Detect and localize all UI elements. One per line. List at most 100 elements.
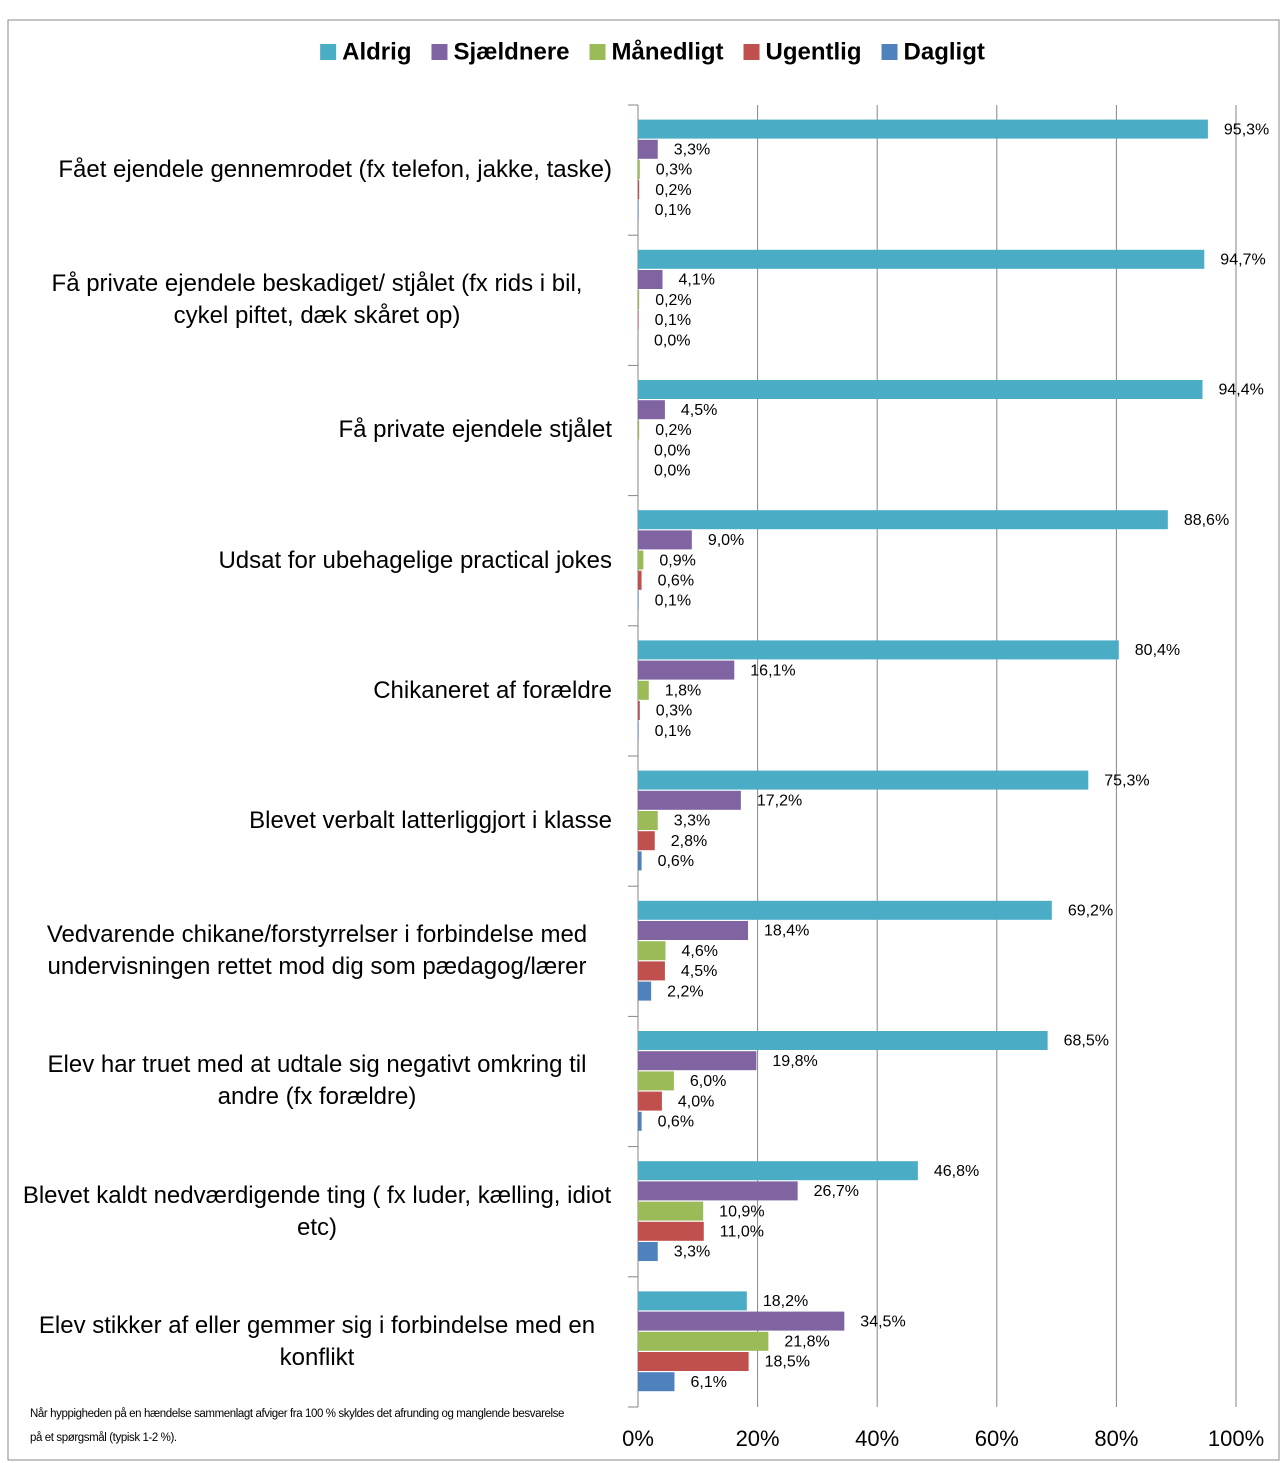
- bar: [638, 1221, 704, 1241]
- bar: [638, 530, 692, 550]
- bar: [638, 180, 640, 200]
- bar: [638, 310, 639, 330]
- footnote: Når hyppigheden på en hændelse sammenlag…: [30, 1408, 565, 1444]
- value-label: 6,1%: [690, 1374, 726, 1391]
- value-label: 0,0%: [654, 442, 690, 459]
- value-label: 34,5%: [860, 1313, 905, 1330]
- value-label: 69,2%: [1068, 903, 1113, 920]
- legend-item: Dagligt: [881, 38, 985, 65]
- legend-swatch: [881, 44, 898, 60]
- bar: [638, 1372, 675, 1392]
- bar: [638, 1331, 769, 1351]
- value-label: 0,1%: [655, 593, 691, 610]
- bar: [638, 510, 1168, 530]
- value-label: 0,9%: [659, 552, 695, 569]
- bar: [638, 550, 644, 570]
- bar: [638, 1111, 642, 1131]
- legend-swatch: [431, 44, 448, 60]
- value-label: 0,1%: [655, 312, 691, 329]
- value-label: 0,6%: [658, 573, 694, 590]
- legend-label: Ugentlig: [766, 38, 862, 65]
- category-label-box: Blevet kaldt nedværdigende ting ( fx lud…: [22, 1147, 612, 1277]
- value-label: 2,2%: [667, 983, 703, 1000]
- legend-item: Aldrig: [320, 38, 411, 65]
- value-label: 95,3%: [1224, 121, 1269, 138]
- x-tick-label: 0%: [622, 1426, 654, 1451]
- bar: [638, 1291, 747, 1311]
- category-label: Blevet verbalt latterliggjort i klasse: [249, 807, 612, 835]
- bar: [638, 921, 749, 940]
- x-tick-label: 100%: [1208, 1426, 1264, 1451]
- value-label: 2,8%: [671, 833, 707, 850]
- bar: [638, 290, 640, 310]
- value-label: 4,6%: [682, 943, 718, 960]
- bar: [638, 770, 1089, 790]
- value-label: 0,2%: [655, 292, 691, 309]
- value-label: 0,0%: [654, 463, 690, 480]
- value-label: 18,5%: [765, 1354, 810, 1371]
- category-label: Udsat for ubehagelige practical jokes: [218, 546, 612, 574]
- value-label: 0,1%: [655, 202, 691, 219]
- value-label: 0,0%: [654, 332, 690, 349]
- value-label: 11,0%: [720, 1224, 764, 1241]
- value-label: 0,6%: [658, 853, 694, 870]
- bar: [638, 591, 639, 610]
- value-label: 9,0%: [708, 532, 744, 549]
- value-label: 21,8%: [784, 1334, 829, 1351]
- chart-frame: [7, 19, 1280, 1461]
- category-label-box: Elev stikker af eller gemmer sig i forbi…: [22, 1277, 612, 1407]
- bar: [638, 270, 663, 289]
- bar: [638, 1031, 1048, 1050]
- value-label: 6,0%: [690, 1073, 726, 1090]
- bar: [638, 1201, 704, 1221]
- bar: [638, 1242, 658, 1261]
- value-label: 3,3%: [674, 1244, 710, 1261]
- legend-swatch: [589, 44, 606, 60]
- value-label: 18,4%: [764, 923, 809, 940]
- bar: [638, 941, 666, 961]
- bar: [638, 1071, 674, 1091]
- bar: [638, 961, 665, 981]
- category-label-box: Chikaneret af forældre: [373, 626, 612, 756]
- value-label: 3,3%: [674, 813, 710, 830]
- category-label: Få private ejendele beskadiget/ stjålet …: [51, 270, 583, 330]
- legend-swatch: [320, 44, 337, 60]
- bar: [638, 200, 639, 220]
- value-label: 75,3%: [1104, 772, 1149, 789]
- value-label: 1,8%: [665, 683, 701, 700]
- value-label: 0,3%: [656, 703, 692, 720]
- bar: [638, 640, 1119, 660]
- x-tick-label: 80%: [1094, 1426, 1138, 1451]
- bar: [638, 1161, 918, 1181]
- category-label-box: Fået ejendele gennemrodet (fx telefon, j…: [58, 105, 612, 235]
- legend-label: Dagligt: [904, 38, 985, 65]
- legend-label: Månedligt: [612, 38, 724, 65]
- x-tick-label: 40%: [855, 1426, 899, 1451]
- bar: [638, 721, 639, 741]
- bar: [638, 249, 1205, 269]
- legend-label: Sjældnere: [453, 38, 569, 65]
- bar: [638, 900, 1052, 920]
- value-label: 94,4%: [1219, 382, 1264, 399]
- category-label: Elev stikker af eller gemmer sig i forbi…: [38, 1311, 596, 1371]
- bar: [638, 701, 640, 720]
- value-label: 80,4%: [1135, 642, 1180, 659]
- bar: [638, 119, 1208, 139]
- bar: [638, 660, 735, 680]
- category-label: Fået ejendele gennemrodet (fx telefon, j…: [58, 156, 612, 184]
- bar: [638, 1181, 798, 1201]
- legend-item: Månedligt: [589, 38, 724, 65]
- bar: [638, 160, 640, 179]
- category-label-box: Vedvarende chikane/forstyrrelser i forbi…: [22, 886, 612, 1016]
- category-label-box: Udsat for ubehagelige practical jokes: [218, 496, 612, 626]
- bar: [638, 851, 642, 871]
- value-label: 94,7%: [1220, 252, 1265, 269]
- legend-item: Sjældnere: [431, 38, 570, 65]
- category-label: Elev har truet med at udtale sig negativ…: [47, 1051, 587, 1111]
- value-label: 0,3%: [656, 162, 692, 179]
- value-label: 88,6%: [1184, 512, 1229, 529]
- value-label: 3,3%: [674, 142, 710, 159]
- bar: [638, 831, 655, 851]
